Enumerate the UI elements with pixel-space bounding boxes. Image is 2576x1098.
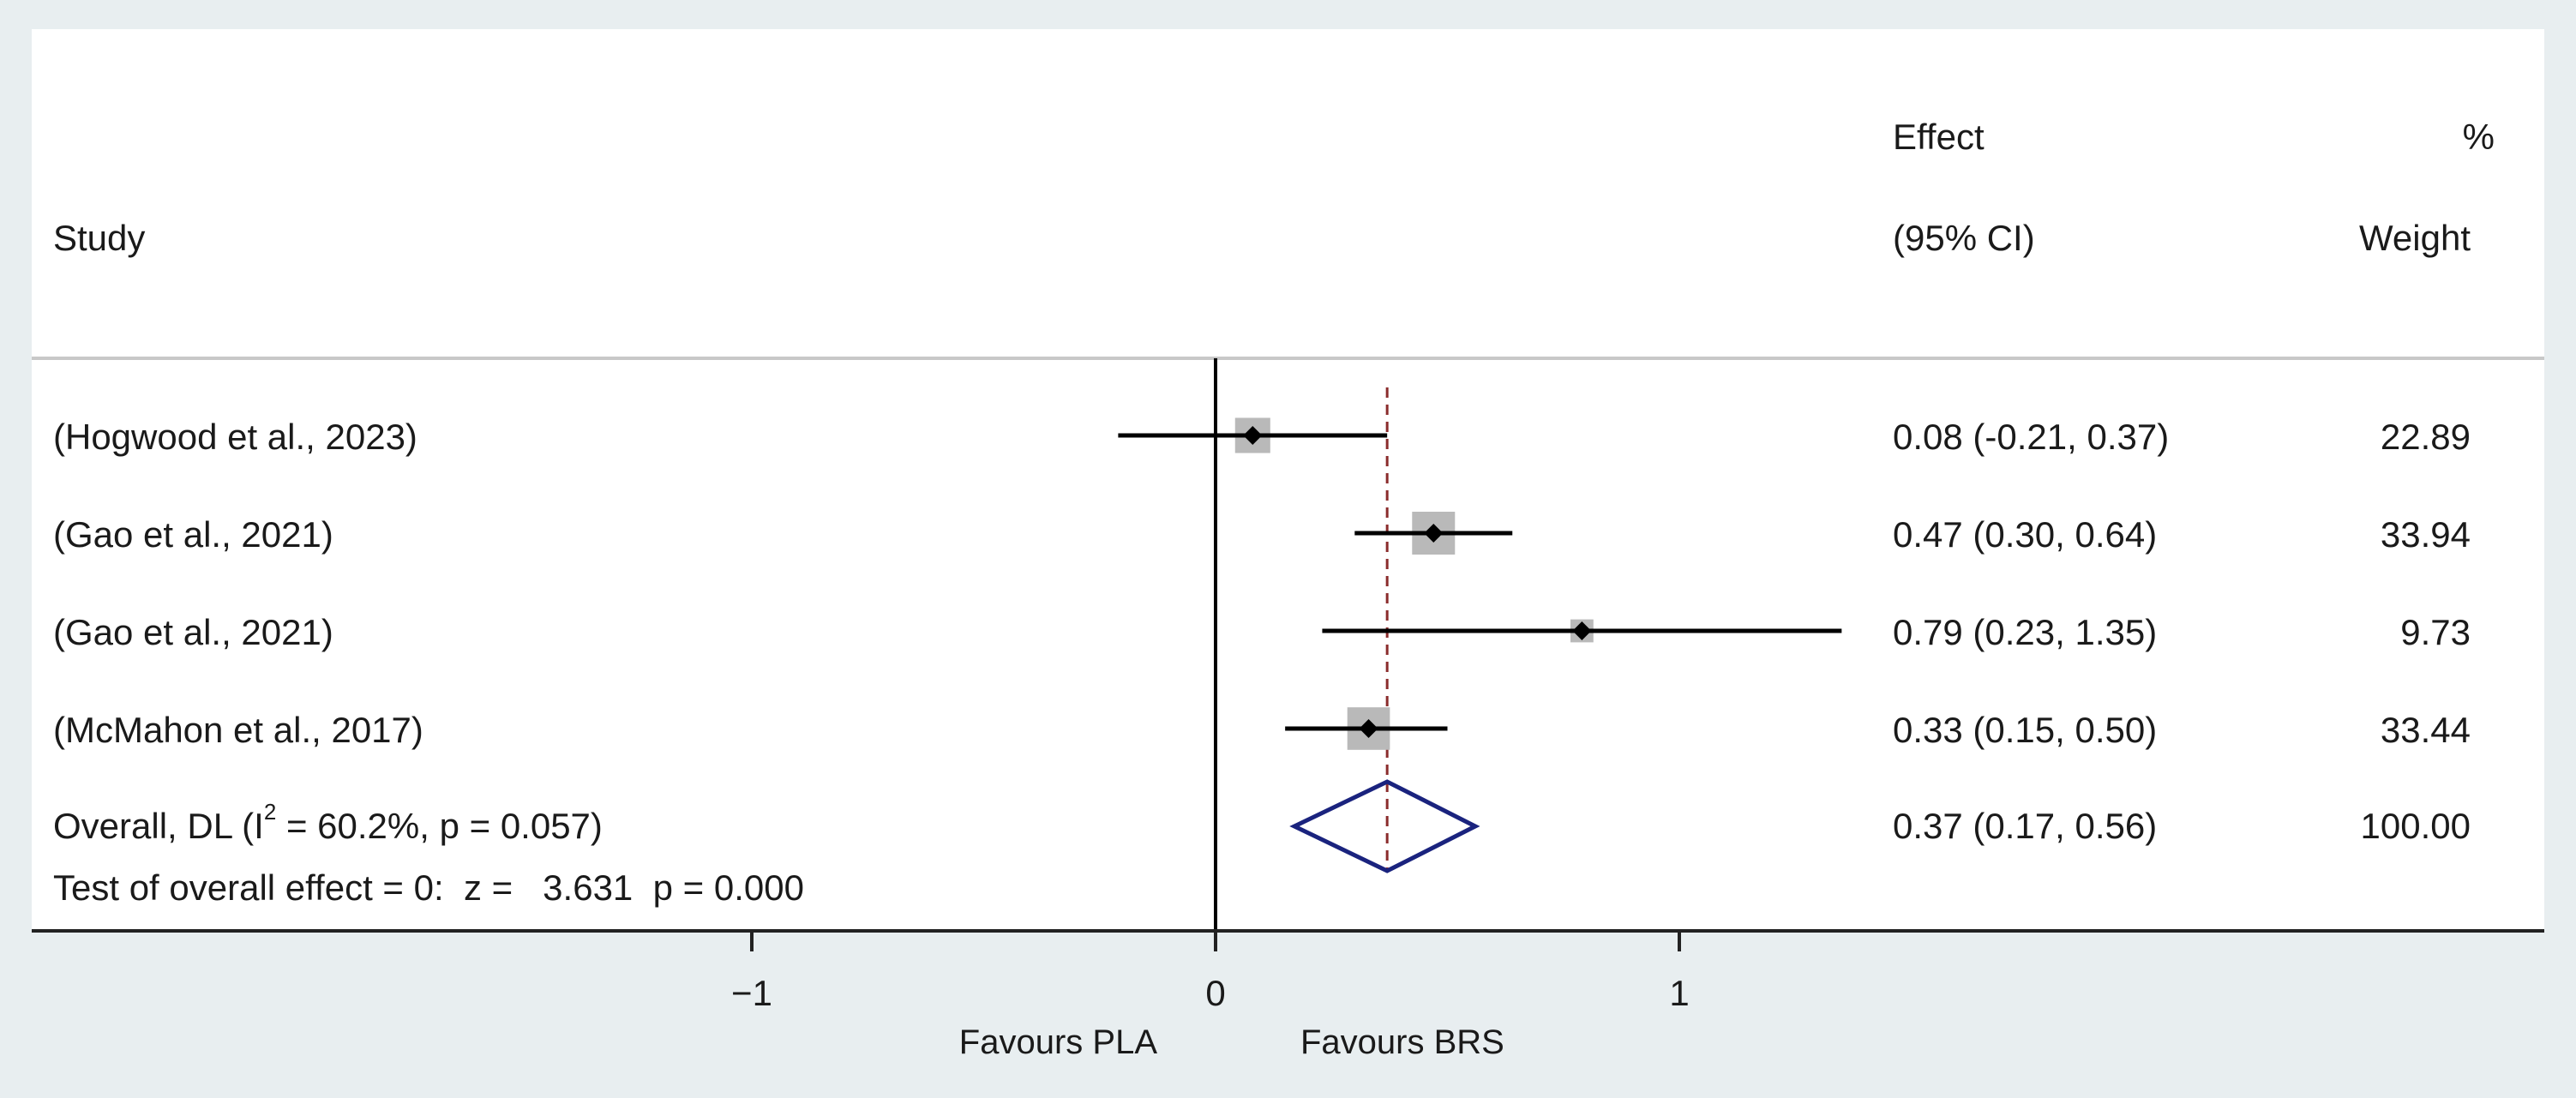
study-weight-text: 22.89 xyxy=(2381,417,2471,457)
overall-label-sup: 2 xyxy=(264,799,276,825)
header-ci: (95% CI) xyxy=(1893,218,2035,258)
header-weight: Weight xyxy=(2359,218,2471,258)
overall-weight-text: 100.00 xyxy=(2361,806,2471,846)
x-tick-label: 1 xyxy=(1669,973,1689,1013)
study-weight-text: 9.73 xyxy=(2400,612,2471,652)
study-point-estimate xyxy=(1243,426,1263,445)
study-weight-text: 33.94 xyxy=(2381,514,2471,555)
study-effect-text: 0.47 (0.30, 0.64) xyxy=(1893,514,2157,555)
overall-label-prefix: Overall, DL (I xyxy=(53,806,264,846)
weight-texts: 22.89 33.94 9.73 33.44 xyxy=(2381,417,2471,750)
study-point-estimate xyxy=(1359,719,1378,738)
study-effect-text: 0.08 (-0.21, 0.37) xyxy=(1893,417,2169,457)
plot-panel xyxy=(32,29,2544,931)
study-effect-text: 0.33 (0.15, 0.50) xyxy=(1893,710,2157,750)
study-label: (Gao et al., 2021) xyxy=(53,514,333,555)
header-percent: % xyxy=(2463,117,2495,157)
study-point-estimate xyxy=(1572,621,1592,640)
test-overall-effect: Test of overall effect = 0: z = 3.631 p … xyxy=(53,867,804,908)
favours-right-label: Favours BRS xyxy=(1300,1023,1504,1061)
study-label: (Hogwood et al., 2023) xyxy=(53,417,417,457)
study-label: (Gao et al., 2021) xyxy=(53,612,333,652)
favours-left-label: Favours PLA xyxy=(959,1023,1158,1061)
overall-label: Overall, DL (I2 = 60.2%, p = 0.057) xyxy=(53,799,603,846)
x-tick-label: −1 xyxy=(731,973,772,1013)
study-label: (McMahon et al., 2017) xyxy=(53,710,423,750)
x-axis-ticks: −1 0 1 xyxy=(731,931,1690,1013)
study-effect-text: 0.79 (0.23, 1.35) xyxy=(1893,612,2157,652)
overall-diamond xyxy=(1289,779,1480,873)
axis-region xyxy=(32,931,2544,1078)
study-point-estimate xyxy=(1424,524,1444,543)
overall-label-suffix: = 60.2%, p = 0.057) xyxy=(276,806,603,846)
header-study: Study xyxy=(53,218,145,258)
effect-texts: 0.08 (-0.21, 0.37) 0.47 (0.30, 0.64) 0.79 … xyxy=(1893,417,2169,750)
header-effect: Effect xyxy=(1893,117,1985,157)
x-tick-label: 0 xyxy=(1205,973,1225,1013)
study-weight-text: 33.44 xyxy=(2381,710,2471,750)
overall-effect-text: 0.37 (0.17, 0.56) xyxy=(1893,806,2157,846)
plot-marks xyxy=(1118,358,1842,931)
study-labels: (Hogwood et al., 2023) (Gao et al., 2021)… xyxy=(53,417,423,750)
